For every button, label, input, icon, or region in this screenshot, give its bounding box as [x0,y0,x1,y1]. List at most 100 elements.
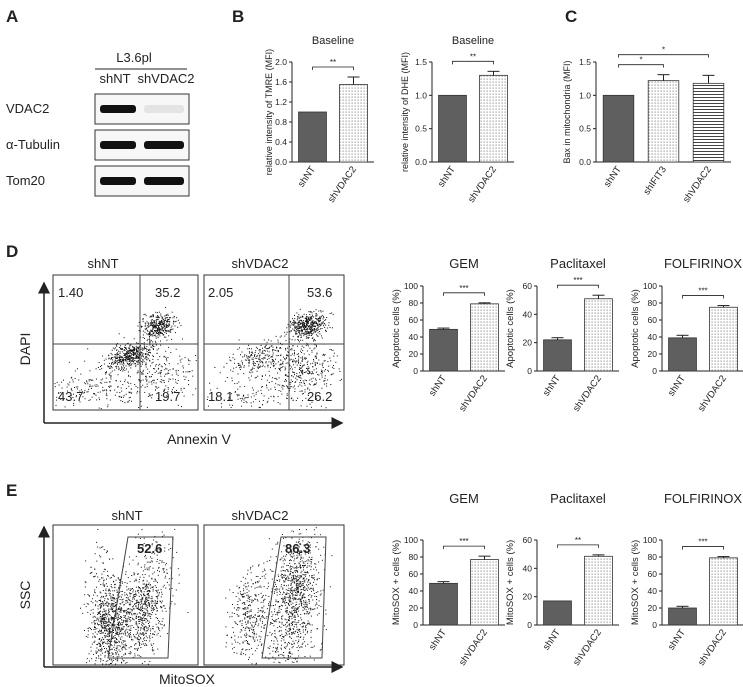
flow-event-dot [288,652,290,654]
flow-event-dot [322,354,324,356]
flow-event-dot [112,596,113,598]
flow-event-dot [107,636,109,638]
flow-event-dot [112,606,114,608]
flow-event-dot [182,367,184,369]
flow-event-dot [287,355,289,357]
flow-event-dot [130,619,132,621]
flow-event-dot [144,346,145,348]
flow-event-dot [91,643,93,645]
flow-event-dot [259,620,261,622]
flow-event-dot [264,570,266,571]
flow-event-dot [290,379,292,381]
flow-event-dot [271,640,272,642]
flow-event-dot [168,543,170,545]
flow-event-dot [105,621,107,623]
flow-event-dot [272,623,274,624]
flow-event-dot [220,397,222,399]
flow-event-dot [313,581,315,583]
flow-event-dot [311,321,313,323]
flow-event-dot [138,579,140,581]
flow-event-dot [127,357,129,359]
flow-event-dot [291,575,293,577]
flow-event-dot [297,397,298,399]
flow-event-dot [142,643,144,645]
flow-event-dot [112,590,114,592]
flow-event-dot [309,544,311,546]
flow-event-dot [152,643,154,645]
flow-event-dot [108,630,110,632]
flow-event-dot [118,655,120,657]
flow-event-dot [109,367,111,369]
flow-event-dot [102,611,104,613]
flow-event-dot [150,556,151,558]
flow-event-dot [151,636,153,638]
flow-event-dot [143,634,145,636]
flow-event-dot [155,389,156,391]
flow-event-dot [112,624,114,626]
flow-event-dot [138,641,140,643]
flow-event-dot [101,618,103,620]
flow-event-dot [101,647,103,649]
flow-event-dot [302,373,304,375]
flow-event-dot [108,608,110,610]
flow-event-dot [237,615,239,617]
flow-event-dot [246,592,248,594]
flow-event-dot [249,371,250,373]
flow-event-dot [152,567,154,569]
flow-event-dot [261,643,263,645]
flow-event-dot [302,587,304,588]
flow-event-dot [142,619,144,621]
flow-event-dot [290,568,292,570]
flow-event-dot [239,364,241,366]
flow-event-dot [121,351,123,353]
flow-event-dot [93,594,95,596]
flow-event-dot [105,358,107,360]
flow-event-dot [132,591,134,593]
flow-event-dot [314,563,316,565]
flow-event-dot [234,621,236,623]
flow-event-dot [116,354,118,356]
flow-event-dot [104,632,106,634]
flow-event-dot [274,633,276,635]
flow-event-dot [155,605,157,607]
flow-event-dot [158,333,160,335]
flow-event-dot [317,320,319,322]
flow-event-dot [128,382,130,384]
flow-event-dot [298,375,300,377]
flow-event-dot [283,637,285,639]
flow-event-dot [265,344,267,346]
flow-event-dot [301,623,303,624]
flow-event-dot [114,584,116,586]
flow-event-dot [137,641,139,643]
flow-event-dot [71,376,73,378]
flow-event-dot [116,365,118,367]
flow-event-dot [142,633,143,635]
flow-event-dot [160,321,161,323]
flow-event-dot [102,378,103,380]
flow-event-dot [161,321,163,323]
flow-event-dot [270,591,272,593]
flow-event-dot [254,352,256,354]
flow-event-dot [229,589,231,591]
flow-event-dot [277,396,279,398]
flow-event-dot [112,618,114,619]
flow-event-dot [297,588,299,590]
flow-event-dot [127,620,129,622]
flow-event-dot [159,549,161,551]
flow-event-dot [285,610,287,611]
flow-event-dot [134,596,136,597]
flow-event-dot [280,630,282,632]
flow-event-dot [119,633,121,635]
flow-event-dot [318,600,320,602]
flow-event-dot [313,384,315,386]
flow-event-dot [298,361,299,363]
flow-event-dot [241,630,243,632]
flow-event-dot [324,625,325,627]
flow-event-dot [276,347,278,349]
flow-event-dot [155,617,157,619]
flow-event-dot [168,549,170,551]
flow-event-dot [136,631,138,633]
flow-event-dot [258,586,260,588]
flow-event-dot [252,621,254,623]
flow-event-dot [125,356,127,357]
